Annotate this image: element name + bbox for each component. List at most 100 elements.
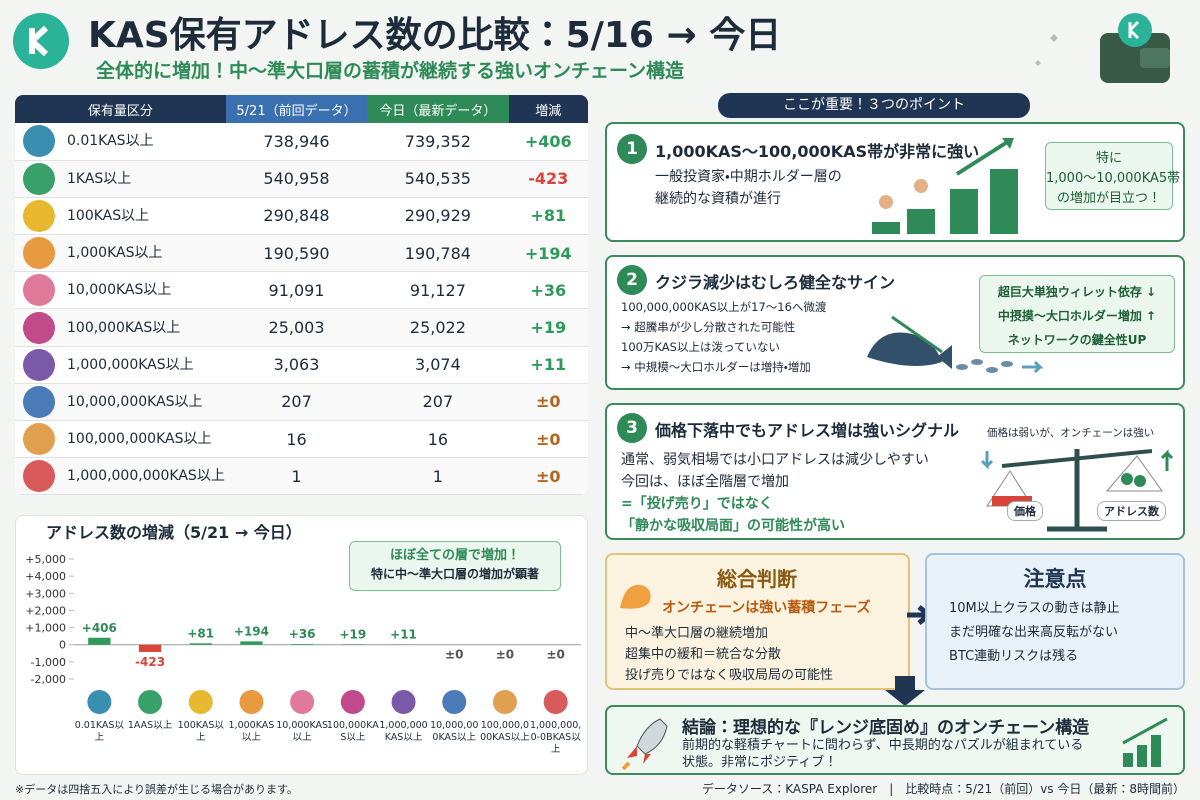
rocket-icon	[621, 718, 668, 771]
table-cell: +81	[508, 197, 588, 236]
path	[937, 345, 952, 369]
row-label: 10,000,000KAS以上	[15, 383, 226, 422]
text-line: 100,000,000KAS以上が17〜16へ微渡	[621, 300, 827, 314]
label-text: 1,000,000,000KAS以上	[67, 468, 225, 485]
scale-left: 価格	[1007, 501, 1043, 521]
data-source: データソース：KASPA Explorer | 比較時点：5/21（前回）vs …	[701, 782, 1185, 796]
bar	[189, 643, 212, 645]
table-cell: 16	[367, 420, 509, 459]
ellipse	[1001, 361, 1013, 367]
row-icon	[23, 423, 55, 456]
caution-title: 注意点	[1023, 567, 1087, 591]
category-icon	[543, 690, 568, 714]
y-tick-label: +2,000	[25, 604, 66, 617]
category-icon	[138, 690, 163, 714]
table-row: 1,000,000,000KAS以上 1 1 ±0	[15, 457, 588, 496]
scale-right: アドレス数	[1097, 501, 1166, 521]
path	[1128, 20, 1140, 40]
label-text: 100KAS以上	[67, 207, 150, 224]
table-cell: +19	[508, 308, 588, 347]
rect	[1100, 33, 1170, 83]
path	[1122, 717, 1168, 745]
path	[1022, 360, 1044, 374]
table-cell: 3,074	[367, 346, 509, 384]
path	[1001, 449, 1153, 468]
category-icon	[391, 690, 416, 714]
table-cell: 3,063	[225, 346, 368, 384]
row-label: 0.01KAS以上	[15, 123, 226, 161]
value-label: +11	[390, 628, 417, 642]
row-icon	[23, 125, 55, 158]
text-line: まだ明確な出来高反転がない	[949, 625, 1119, 640]
bar	[290, 644, 314, 645]
text-line: 10M以上クラスの動きは静止	[949, 601, 1120, 616]
x-tick-label: 10,000,000KAS以上	[430, 720, 479, 743]
label-text: 10,000,000KAS以上	[67, 393, 203, 410]
table-row: 1,000,000KAS以上 3,063 3,074 +11	[15, 346, 588, 384]
value-label: +36	[289, 627, 316, 641]
value-label: +19	[339, 627, 366, 641]
table-cell: 1	[225, 457, 368, 496]
scale-illustration	[980, 449, 1174, 532]
y-tick-label: +5,000	[25, 553, 66, 566]
text-line: の増加が目立つ！	[1056, 191, 1161, 206]
value-label: ±0	[546, 648, 564, 662]
rect	[1140, 48, 1170, 68]
category-icon	[442, 690, 467, 714]
label-text: 1,000,000KAS以上	[67, 356, 194, 373]
path	[1047, 449, 1107, 532]
tr: 保有量区分 5/21（前回データ） 今日（最新データ） 増減	[15, 95, 588, 123]
text-line: 中〜準大口層の継続増加	[625, 626, 769, 641]
path	[1160, 449, 1174, 471]
x-tick-label: 1AAS以上	[127, 720, 173, 731]
whale-illustration	[867, 315, 1044, 374]
wallet-icon	[1035, 13, 1170, 83]
value-label: +406	[82, 621, 117, 635]
bar	[88, 637, 111, 645]
table-cell: -423	[508, 160, 588, 198]
label-text: 0.01KAS以上	[67, 133, 154, 150]
text-line: 今回は、ほぼ全階層で増加	[621, 474, 789, 490]
row-label: 10,000KAS以上	[15, 271, 226, 310]
path	[1002, 138, 1014, 149]
table-cell: 91,091	[225, 271, 368, 310]
value-label: +81	[187, 626, 214, 640]
x-tick-label: 100,000,000KAS以上	[480, 720, 530, 743]
table-cell: 540,958	[225, 160, 368, 198]
point-note: 超巨大単独ウィレット依存 ↓ 中摂摸〜大口ホルダー増加 ↑ ネットワークの鍵全性UP	[979, 275, 1175, 353]
y-tick-label: -2,000	[31, 673, 66, 686]
y-tick-label: -1,000	[31, 656, 66, 669]
category-icon	[239, 690, 264, 714]
thead: 保有量区分 5/21（前回データ） 今日（最新データ） 増減	[15, 95, 588, 123]
text-line: ネットワークの鍵全性UP	[1007, 333, 1147, 347]
path	[636, 718, 668, 755]
row-icon	[23, 348, 55, 381]
value-label: ±0	[496, 648, 514, 662]
bar	[240, 641, 263, 645]
row-label: 100KAS以上	[15, 197, 226, 236]
path	[867, 332, 942, 366]
table-row: 1,000KAS以上 190,590 190,784 +194	[15, 234, 588, 273]
table-cell: 25,003	[225, 308, 368, 347]
summary-box: 総合判断 オンチェーンは強い蓄積フェーズ 中〜準大口層の継続増加 超集中の緩和＝統…	[605, 553, 910, 690]
table-cell: 739,352	[367, 123, 509, 161]
points-heading: ここが重要！３つのポイント	[718, 93, 1030, 118]
circle	[914, 179, 928, 193]
table-cell: +36	[508, 271, 588, 310]
table-cell: 540,535	[367, 160, 509, 198]
row-label: 1KAS以上	[15, 160, 226, 198]
chart-title: アドレス数の増減（5/21 → 今日）	[46, 523, 302, 542]
label-text: 100,000,000KAS以上	[67, 431, 212, 448]
illustration-caption: 価格は弱いが、オンチェーンは強い	[987, 427, 1155, 439]
table-cell: ±0	[508, 457, 588, 496]
point-number: 1	[617, 134, 647, 164]
point-number: 2	[617, 265, 647, 295]
table-row: 100KAS以上 290,848 290,929 +81	[15, 197, 588, 236]
label-text: 10,000KAS以上	[67, 282, 172, 299]
table-cell: +11	[508, 346, 588, 384]
row-label: 1,000KAS以上	[15, 234, 226, 273]
point-2: 2 クジラ減少はむしろ健全なサイン 100,000,000KAS以上が17〜16…	[605, 255, 1185, 390]
point-3: 3 価格下落中でもアドレス増は強いシグナル 通常、弱気相場では小口アドレスは減少…	[605, 403, 1185, 540]
label-text: 1,000KAS以上	[67, 245, 163, 262]
